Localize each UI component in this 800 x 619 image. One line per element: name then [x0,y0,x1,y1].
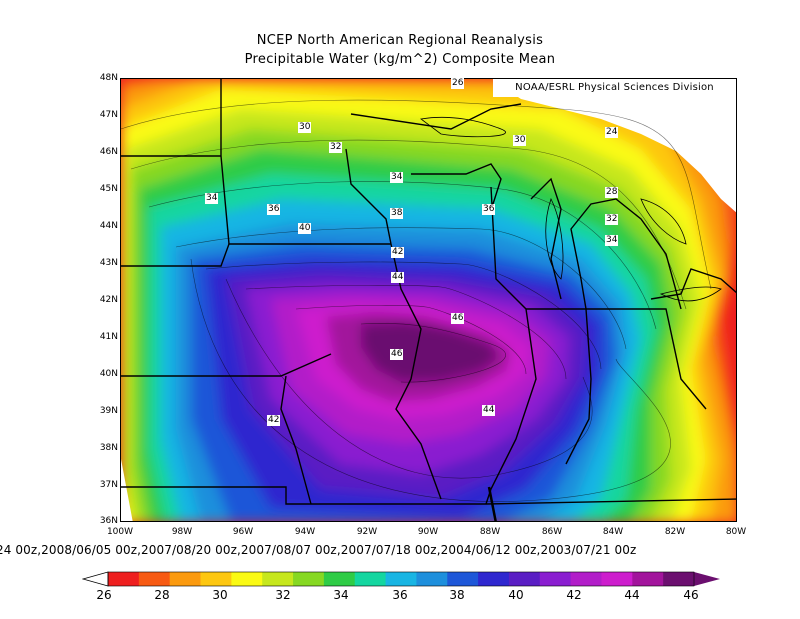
colorbar-frame [107,571,695,587]
contour-label: 32 [329,142,343,153]
lon-tick-label: 90W [417,527,439,537]
lat-tick-label: 38N [99,443,118,453]
map-panel [120,78,737,522]
contour-label: 44 [391,272,405,283]
lake-outlines [420,116,722,302]
lon-tick-label: 84W [602,527,624,537]
contour-label: 24 [605,127,619,138]
lat-tick-label: 48N [99,73,118,83]
colorbar-swatches [82,571,720,587]
colorbar-swatch [138,572,171,586]
contour-label: 46 [451,313,465,324]
lat-tick-label: 47N [99,110,118,120]
lon-tick-label: 96W [232,527,254,537]
lon-tick-label: 94W [294,527,316,537]
colorbar-label: 30 [212,588,228,602]
contour-label: 42 [391,247,405,258]
colorbar-label: 42 [566,588,582,602]
composite-dates: 24 00z,2008/06/05 00z,2007/08/20 00z,200… [0,543,637,557]
precipitable-water-field [121,79,736,521]
lat-tick-label: 37N [99,480,118,490]
colorbar-label: 38 [449,588,465,602]
chart-title-line-1: NCEP North American Regional Reanalysis [256,33,544,48]
contour-label: 34 [205,193,219,204]
lat-tick-label: 44N [99,221,118,231]
lon-tick-label: 100W [106,527,134,537]
contour-label: 34 [605,235,619,246]
contour-label: 36 [482,204,496,215]
colorbar-label: 46 [683,588,699,602]
lat-tick-label: 36N [99,516,118,526]
state-boundaries [121,79,736,505]
contour-label: 36 [267,204,281,215]
colorbar-label: 28 [154,588,170,602]
chart-title-line-2: Precipitable Water (kg/m^2) Composite Me… [244,52,556,67]
lat-tick-label: 39N [99,406,118,416]
precipitable-water-map [121,79,736,521]
contour-label: 34 [390,172,404,183]
colorbar-swatch [108,572,140,586]
contour-label: 44 [482,405,496,416]
colorbar-swatch [262,572,294,586]
contour-label: 38 [390,208,404,219]
contour-label: 28 [605,187,619,198]
colorbar-swatch [663,572,695,586]
colorbar-swatch [354,572,386,586]
colorbar-swatch [293,572,325,586]
colorbar-swatch [231,572,263,586]
colorbar-label: 32 [275,588,291,602]
colorbar-high-arrow [694,572,720,586]
colorbar-swatch [385,572,417,586]
colorbar-swatch [539,572,572,586]
colorbar-swatch [416,572,448,586]
lon-tick-label: 98W [171,527,193,537]
colorbar-swatch [508,572,541,586]
contour-label: 26 [451,78,465,89]
colorbar-label: 36 [392,588,408,602]
lat-tick-label: 45N [99,184,118,194]
lat-tick-label: 43N [99,258,118,268]
river-marker [487,486,497,521]
colorbar-label: 44 [624,588,640,602]
masked-region-north [494,81,736,213]
colorbar-label: 34 [333,588,349,602]
colorbar-low-arrow [82,571,109,587]
credit-label: NOAA/ESRL Physical Sciences Division [493,79,736,97]
lat-tick-label: 46N [99,147,118,157]
lon-tick-label: 92W [356,527,378,537]
lon-tick-label: 86W [541,527,563,537]
lon-tick-label: 82W [664,527,686,537]
lat-tick-label: 42N [99,295,118,305]
colorbar-swatch [200,572,232,586]
lon-tick-label: 88W [479,527,501,537]
contour-label: 46 [390,349,404,360]
colorbar-label: 40 [508,588,524,602]
lat-tick-label: 41N [99,332,118,342]
colorbar [82,571,720,587]
colorbar-swatch [323,572,356,586]
colorbar-swatch [601,572,633,586]
colorbar-swatch [632,572,664,586]
colorbar-label: 26 [96,588,112,602]
lon-tick-label: 80W [725,527,747,537]
colorbar-swatch [169,572,201,586]
lat-tick-label: 40N [99,369,118,379]
colorbar-swatch [570,572,602,586]
colorbar-swatch [478,572,510,586]
contour-label: 30 [298,122,312,133]
contour-label: 42 [267,415,281,426]
contour-label: 32 [605,214,619,225]
contour-label: 30 [513,135,527,146]
colorbar-swatch [447,572,479,586]
masked-region-sw [121,459,133,521]
contour-label: 40 [298,223,312,234]
